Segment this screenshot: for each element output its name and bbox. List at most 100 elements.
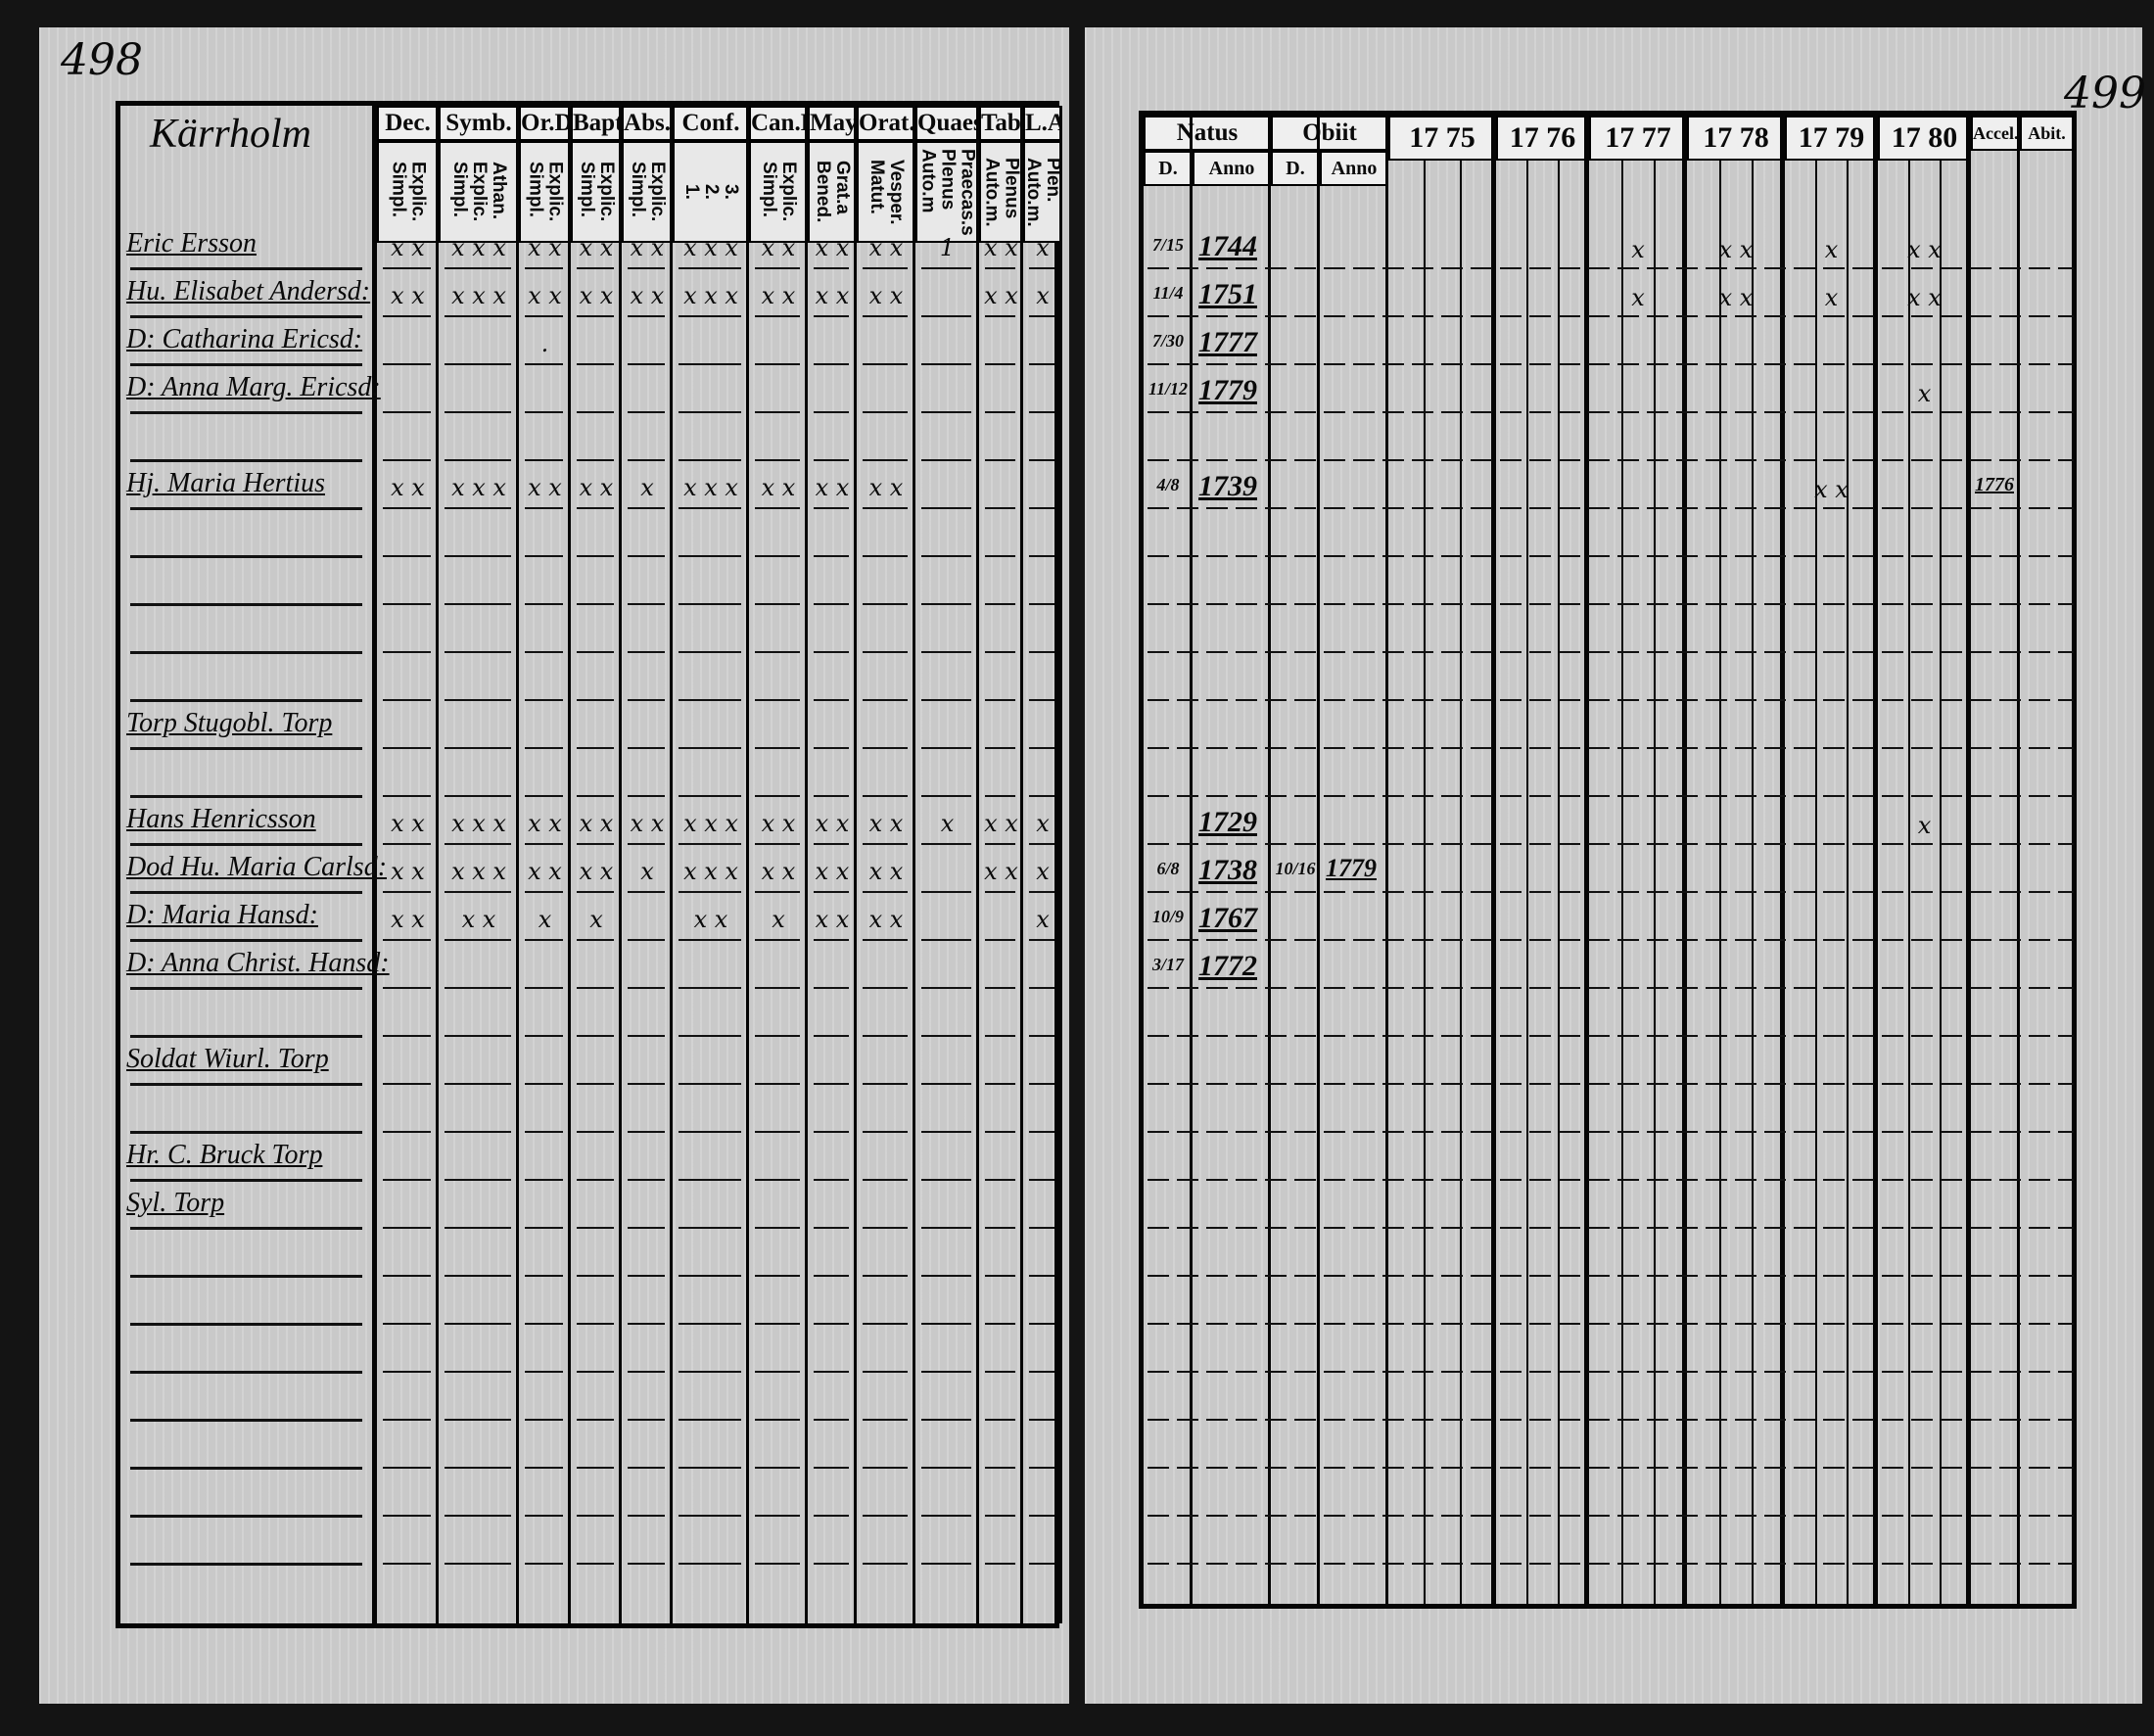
examination-mark: x x (630, 282, 665, 309)
column-header: Orat. (857, 106, 915, 141)
cell-rule (628, 603, 665, 605)
cell-rule (863, 1083, 908, 1085)
cell-rule (921, 1563, 971, 1565)
cell-rule (383, 1323, 431, 1325)
cell-rule (525, 795, 563, 797)
cell-rule (863, 939, 908, 941)
cell-rule (921, 795, 971, 797)
cell-rule (525, 507, 563, 509)
cell-rule (814, 555, 849, 557)
year-header: 17 80 (1878, 116, 1971, 161)
cell-rule (383, 699, 431, 701)
cell-rule (755, 363, 800, 365)
cell-rule (985, 1179, 1015, 1181)
cell-rule (383, 267, 431, 269)
row-rule (1147, 1323, 2074, 1325)
cell-rule (985, 1035, 1015, 1037)
cell-rule (445, 603, 511, 605)
natus-year: 1777 (1198, 326, 1257, 358)
cell-rule (383, 1131, 431, 1133)
cell-rule (814, 1131, 849, 1133)
cell-rule (445, 987, 511, 989)
natus-year: 1751 (1198, 278, 1257, 310)
examination-mark: x x (528, 474, 562, 501)
cell-rule (628, 459, 665, 461)
cell-rule (628, 1275, 665, 1277)
cell-rule (1029, 315, 1054, 317)
cell-rule (814, 363, 849, 365)
cell-rule (383, 843, 431, 845)
cell-rule (863, 651, 908, 653)
cell-rule (921, 1419, 971, 1421)
cell-rule (383, 1515, 431, 1517)
cell-rule (445, 363, 511, 365)
column-divider (2017, 116, 2020, 1604)
row-rule (130, 363, 362, 366)
cell-rule (814, 1227, 849, 1229)
cell-rule (1029, 987, 1054, 989)
column-divider (619, 106, 622, 1623)
cell-rule (863, 1467, 908, 1469)
cell-rule (525, 1179, 563, 1181)
examination-mark: x x (528, 282, 562, 309)
attendance-mark: x x (1814, 476, 1849, 503)
column-divider (854, 106, 857, 1623)
person-name: D: Catharina Ericsd: (126, 324, 363, 354)
cell-rule (1029, 603, 1054, 605)
cell-rule (755, 1563, 800, 1565)
cell-rule (679, 699, 741, 701)
cell-rule (445, 1563, 511, 1565)
examination-mark: x x x (683, 234, 738, 261)
row-rule (1147, 747, 2074, 749)
accel-header: Accel. (1971, 116, 2020, 151)
cell-rule (985, 795, 1015, 797)
left-page: 498 Kärrholm Dec. Explic. Simpl. Symb. Athan… (39, 27, 1069, 1704)
person-name: Syl. Torp (126, 1188, 225, 1218)
row-rule (130, 1275, 362, 1278)
column-subheader: Explic. Simpl. (571, 141, 622, 243)
natus-day: 4/8 (1156, 475, 1180, 494)
person-name: D: Anna Marg. Ericsd: (126, 372, 381, 402)
cell-rule (755, 1467, 800, 1469)
examination-mark: x x (761, 234, 796, 261)
cell-rule (628, 1563, 665, 1565)
cell-rule (985, 987, 1015, 989)
cell-rule (679, 1179, 741, 1181)
cell-rule (679, 363, 741, 365)
column-header: Conf. (673, 106, 749, 141)
natus-day: 3/17 (1151, 955, 1184, 974)
quarter-line (1847, 161, 1849, 1604)
column-header: L.A (1023, 106, 1062, 141)
cell-rule (525, 939, 563, 941)
cell-rule (1029, 267, 1054, 269)
year-divider (1491, 116, 1496, 1604)
attendance-mark: x x (1718, 284, 1754, 311)
cell-rule (577, 1419, 614, 1421)
column-divider (1020, 106, 1023, 1623)
cell-rule (577, 699, 614, 701)
cell-rule (383, 1035, 431, 1037)
examination-mark: x x x (683, 858, 738, 885)
column-subheader: Explic. Simpl. (519, 141, 571, 243)
row-rule (1147, 267, 2074, 269)
cell-rule (383, 1083, 431, 1085)
cell-rule (445, 507, 511, 509)
cell-rule (383, 411, 431, 413)
column-header: Or.D (519, 106, 571, 141)
cell-rule (755, 891, 800, 893)
examination-mark: x (1036, 906, 1050, 933)
examination-mark: x x (461, 906, 496, 933)
cell-rule (814, 843, 849, 845)
cell-rule (814, 699, 849, 701)
cell-rule (985, 1083, 1015, 1085)
cell-rule (628, 651, 665, 653)
cell-rule (985, 891, 1015, 893)
natus-day: 10/9 (1151, 907, 1184, 926)
cell-rule (679, 747, 741, 749)
cell-rule (755, 1323, 800, 1325)
cell-rule (863, 1563, 908, 1565)
cell-rule (525, 651, 563, 653)
cell-rule (1029, 1275, 1054, 1277)
cell-rule (863, 699, 908, 701)
cell-rule (755, 1131, 800, 1133)
